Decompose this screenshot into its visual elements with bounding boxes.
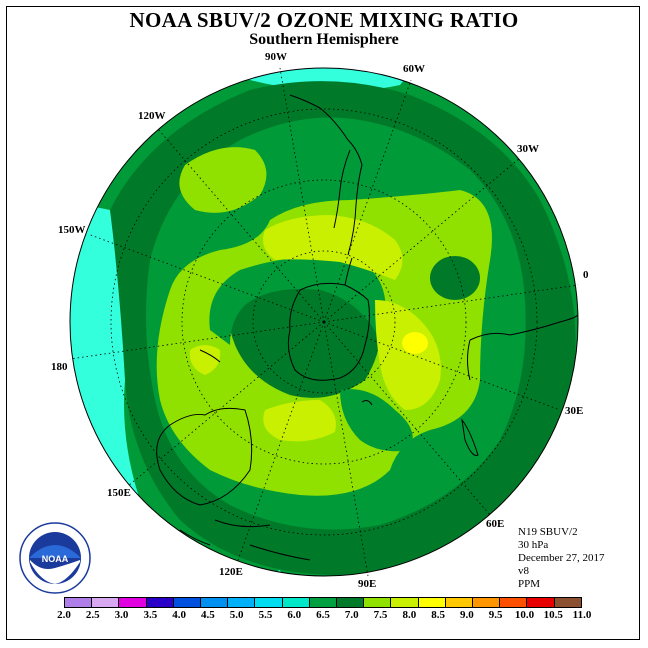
colorbar-tick-label: 5.5	[258, 609, 273, 621]
colorbar-segment	[363, 598, 391, 607]
mid-lobe-south	[340, 389, 413, 452]
info-pressure: 30 hPa	[518, 539, 549, 551]
colorbar-tick-label: 7.0	[344, 609, 359, 621]
colorbar-segment	[444, 598, 473, 607]
colorbar-tick-label: 3.5	[143, 609, 158, 621]
lon-label-90e: 90E	[358, 578, 377, 590]
colorbar-tick-label: 10.5	[543, 609, 563, 621]
colorbar-tick-label: 11.0	[572, 609, 592, 621]
yg-north	[262, 215, 403, 280]
island-small	[361, 400, 373, 406]
noaa-logo: NOAA	[19, 522, 91, 594]
lon-label-30w: 30W	[517, 143, 539, 155]
lon-label-0: 0	[583, 269, 589, 281]
colorbar-segment	[227, 598, 255, 607]
colorbar-tick-label: 4.0	[172, 609, 186, 621]
yg-south	[263, 400, 336, 442]
antarctica-coast	[287, 282, 370, 381]
colorbar-segment	[172, 598, 201, 607]
south-america-west	[333, 149, 351, 229]
map-boundary	[69, 67, 579, 577]
colorbar-segment	[145, 598, 173, 607]
indonesia-b	[249, 544, 311, 561]
noaa-logo-text: NOAA	[42, 554, 69, 564]
south-america-coast	[289, 94, 363, 256]
lon-label-150w: 150W	[58, 224, 86, 236]
colorbar-segment	[336, 598, 364, 607]
coastlines	[156, 94, 579, 561]
colorbar-tick-label: 6.0	[287, 609, 302, 621]
ozone-field	[70, 68, 578, 576]
polar-mid	[209, 256, 386, 345]
colorbar-segment	[417, 598, 445, 607]
lon-label-120e: 120E	[219, 566, 243, 578]
figure-frame	[6, 6, 640, 640]
lon-label-60w: 60W	[403, 63, 425, 75]
colorbar-segment	[91, 598, 119, 607]
colorbar-tick-label: 3.0	[114, 609, 129, 621]
map-title: NOAA SBUV/2 OZONE MIXING RATIO	[129, 8, 519, 32]
colorbar-tick-label: 10.0	[514, 609, 535, 621]
colorbar-tick-label: 7.5	[373, 609, 388, 621]
info-units: PPM	[518, 578, 541, 590]
colorbar-segment	[499, 598, 527, 607]
colorbar-segment	[308, 598, 337, 607]
madagascar	[461, 418, 479, 456]
polar-dark	[228, 269, 381, 398]
colorbar-ticks: 2.0 2.5 3.0 3.5 4.0 4.5 5.0 5.5 6.0 6.5 7.0 7.5 8.0 8…	[57, 609, 591, 623]
colorbar-tick-label: 4.5	[201, 609, 215, 621]
antarctic-peninsula	[344, 257, 353, 286]
lon-label-150e: 150E	[107, 487, 131, 499]
indonesia-c	[179, 529, 211, 546]
colorbar-segment	[281, 598, 309, 607]
colorbar-tick-label: 8.5	[431, 609, 445, 621]
lon-label-90w: 90W	[265, 51, 287, 63]
colorbar-segment	[254, 598, 282, 607]
colorbar-segment	[65, 598, 92, 607]
colorbar-tick-label: 9.5	[488, 609, 503, 621]
colorbar-segment	[200, 598, 228, 607]
yg-west	[189, 345, 221, 375]
lime-nw	[179, 147, 267, 213]
meridians	[69, 67, 579, 577]
new-zealand	[199, 349, 221, 363]
indonesia-a	[214, 519, 271, 528]
lon-label-180: 180	[51, 361, 68, 373]
yg-east	[375, 300, 441, 410]
colorbar-tick-label: 2.0	[57, 609, 71, 621]
africa-tip	[467, 339, 471, 381]
africa-coast	[469, 314, 579, 341]
info-version: v8	[518, 565, 529, 577]
australia-coast	[156, 407, 253, 506]
map-subtitle: Southern Hemisphere	[249, 31, 399, 48]
info-block: N19 SBUV/2 30 hPa December 27, 2017 v8 P…	[518, 526, 604, 591]
colorbar-segment	[390, 598, 418, 607]
colorbar-tick-label: 8.0	[402, 609, 417, 621]
yellow-max	[402, 332, 428, 354]
latitude-circles	[110, 108, 538, 536]
colorbar-segment	[553, 598, 581, 607]
colorbar-tick-label: 9.0	[460, 609, 474, 621]
colorbar-segment	[526, 598, 554, 607]
colorbar-tick-label: 6.5	[316, 609, 330, 621]
lon-label-60e: 60E	[486, 518, 505, 530]
colorbar	[64, 597, 582, 608]
dark-blob-east	[430, 256, 480, 300]
info-satellite: N19 SBUV/2	[518, 526, 578, 538]
lon-label-120w: 120W	[138, 110, 166, 122]
south-pole-marker	[322, 320, 326, 324]
colorbar-tick-label: 2.5	[85, 609, 100, 621]
colorbar-segment	[472, 598, 500, 607]
info-date: December 27, 2017	[518, 552, 605, 564]
colorbar-segment	[118, 598, 146, 607]
lon-label-30e: 30E	[565, 405, 584, 417]
colorbar-tick-label: 5.0	[229, 609, 244, 621]
